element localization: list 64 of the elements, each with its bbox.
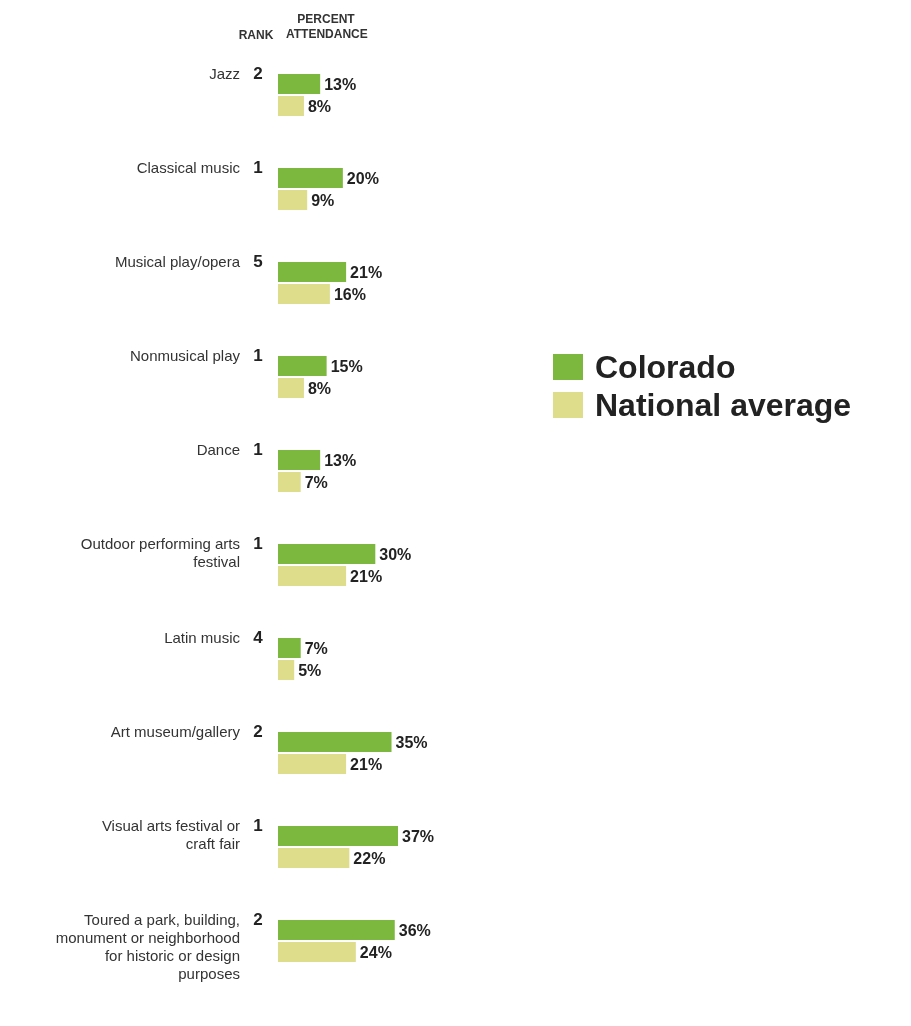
bar [278, 284, 330, 304]
bar [278, 356, 327, 376]
y-tick-label: Outdoor performing arts festival [80, 535, 240, 570]
data-label: 21% [350, 264, 383, 281]
text: 1 [253, 440, 263, 459]
y-tick-label: Musical play/opera [114, 253, 241, 270]
bar [278, 168, 343, 188]
bar [278, 848, 350, 868]
data-label: 35% [395, 734, 428, 751]
legend-label: National average [595, 386, 852, 424]
bar [278, 74, 321, 94]
bar [278, 450, 321, 470]
data-label: 13% [324, 76, 357, 93]
bar [278, 472, 301, 492]
bar [278, 920, 395, 940]
bar [278, 378, 304, 398]
bar [278, 826, 398, 846]
text: 1 [253, 158, 263, 177]
text: 5 [253, 252, 263, 271]
data-label: 15% [330, 358, 363, 375]
bar [278, 566, 347, 586]
y-tick-label: Jazz [209, 65, 240, 82]
text: 2 [253, 722, 263, 741]
text: RANK [237, 28, 275, 42]
data-label: 7% [304, 474, 328, 491]
data-label: 21% [350, 756, 383, 773]
bar [278, 638, 301, 658]
data-label: 20% [346, 170, 379, 187]
bar [278, 732, 392, 752]
text: 2 [253, 64, 263, 83]
y-tick-label: Latin music [164, 629, 241, 646]
bar [278, 262, 347, 282]
data-label: 5% [298, 662, 322, 679]
y-tick-label: Classical music [136, 159, 241, 176]
text: 1 [253, 534, 263, 553]
legend-label: Colorado [595, 348, 736, 386]
y-tick-label: Toured a park, building, monument or neighborhood for historic or design purposes [55, 911, 240, 982]
data-label: 8% [307, 380, 332, 397]
data-label: 36% [398, 922, 431, 939]
bar [278, 96, 304, 116]
data-label: 7% [304, 640, 328, 657]
y-tick-label: Visual arts festival or craft fair [101, 817, 240, 852]
y-tick-label: Nonmusical play [129, 347, 241, 364]
x-axis-title: PERCENT ATTENDANCE [286, 12, 368, 42]
y-tick-label: Dance [196, 441, 240, 458]
text: 1 [253, 346, 263, 365]
data-label: 16% [333, 286, 366, 303]
bar [278, 754, 347, 774]
data-label: 21% [350, 568, 383, 585]
data-label: 37% [402, 828, 435, 845]
text: 4 [253, 628, 264, 647]
bar [278, 660, 295, 680]
bar [278, 544, 376, 564]
bar [278, 942, 356, 962]
data-label: 22% [353, 850, 386, 867]
y-tick-label: Art museum/gallery [110, 723, 241, 740]
bar [278, 190, 308, 210]
data-label: 9% [311, 192, 335, 209]
text: 2 [253, 910, 263, 929]
data-label: 8% [307, 98, 332, 115]
text: 1 [253, 816, 263, 835]
data-label: 13% [324, 452, 357, 469]
data-label: 24% [359, 944, 392, 961]
data-label: 30% [379, 546, 412, 563]
